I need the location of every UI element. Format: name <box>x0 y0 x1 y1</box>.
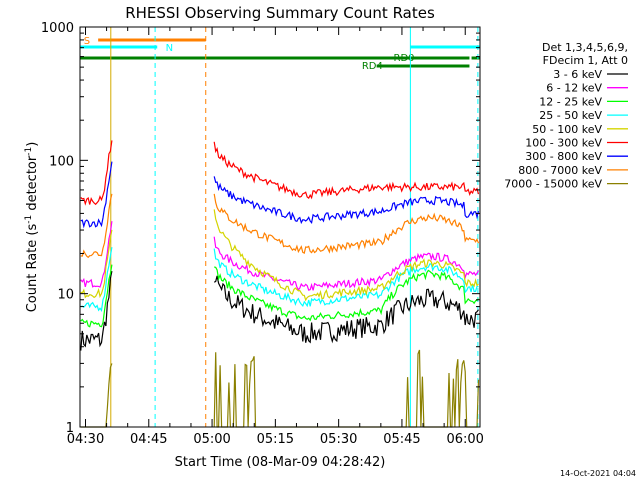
legend-label: 300 - 800 keV <box>525 150 602 163</box>
series-line-post <box>213 236 480 291</box>
legend-label: 800 - 7000 keV <box>518 164 602 177</box>
legend-label: 50 - 100 keV <box>532 123 602 136</box>
legend: Det 1,3,4,5,6,9, FDecim 1, Att 0 3 - 6 k… <box>504 41 628 191</box>
series-line-post <box>213 209 479 302</box>
series-line-post <box>213 141 480 200</box>
legend-label: 7000 - 15000 keV <box>504 178 602 191</box>
legend-label: 6 - 12 keV <box>546 82 602 95</box>
x-tick-label: 05:15 <box>257 432 294 447</box>
y-axis-ticks: 1 10 100 1000 <box>41 21 480 436</box>
series-line-post <box>214 266 479 322</box>
series-lines <box>80 140 480 428</box>
x-axis-label: Start Time (08-Mar-09 04:28:42) <box>175 455 386 470</box>
y-tick-label: 1 <box>66 421 74 436</box>
x-tick-label: 05:45 <box>383 432 420 447</box>
legend-header-line-2: FDecim 1, Att 0 <box>543 54 628 67</box>
y-tick-label: 10 <box>57 288 74 303</box>
series-line-post <box>213 176 480 225</box>
legend-header-line-1: Det 1,3,4,5,6,9, <box>542 41 628 54</box>
status-bands: S N RD0 RD4 <box>80 36 480 72</box>
series-line-pre <box>80 229 113 299</box>
legend-label: 100 - 300 keV <box>525 137 602 150</box>
series-line-pre <box>80 363 113 428</box>
legend-label: 25 - 50 keV <box>539 109 602 122</box>
series-line-post <box>213 349 480 428</box>
series-line-pre <box>80 270 113 351</box>
rd4-band-label: RD4 <box>362 61 383 72</box>
saa-band-label: S <box>84 36 90 47</box>
series-line-pre <box>80 247 113 312</box>
timestamp: 14-Oct-2021 04:04 <box>560 469 636 478</box>
series-line-pre <box>80 140 113 206</box>
x-tick-label: 04:30 <box>67 432 104 447</box>
y-tick-label: 100 <box>49 154 74 169</box>
x-axis-ticks: 04:30 04:45 05:00 05:15 05:30 05:45 06:00 <box>67 27 484 447</box>
series-line-post <box>213 275 479 344</box>
legend-label: 12 - 25 keV <box>539 95 602 108</box>
series-line-pre <box>80 221 113 288</box>
legend-label: 3 - 6 keV <box>553 68 602 81</box>
night-band-label: N <box>166 43 173 54</box>
x-tick-label: 06:00 <box>446 432 483 447</box>
x-tick-label: 04:45 <box>130 432 167 447</box>
rd0-band-label: RD0 <box>394 53 415 64</box>
y-tick-label: 1000 <box>41 21 74 36</box>
series-line-pre <box>80 264 113 328</box>
series-line-pre <box>80 193 113 259</box>
series-line-post <box>213 193 480 254</box>
x-tick-label: 05:00 <box>193 432 230 447</box>
x-tick-label: 05:30 <box>320 432 357 447</box>
chart-title: RHESSI Observing Summary Count Rates <box>125 4 435 22</box>
plot-frame <box>79 26 481 428</box>
series-line-post <box>213 248 479 308</box>
y-axis-label: Count Rate (s-1 detector-1) <box>24 142 40 313</box>
series-line-pre <box>80 161 113 229</box>
